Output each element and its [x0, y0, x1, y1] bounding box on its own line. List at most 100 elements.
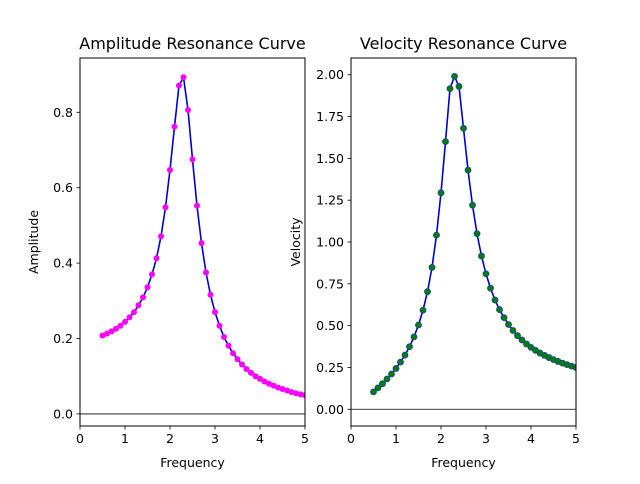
- velocity-data-point: [455, 83, 463, 90]
- amplitude-x-tick-label: 0: [76, 431, 84, 446]
- velocity-y-tick-label: 2.00: [316, 67, 344, 82]
- amplitude-data-point: [113, 325, 119, 332]
- amplitude-data-point: [279, 386, 286, 393]
- amplitude-x-tick-label: 1: [121, 431, 129, 446]
- velocity-x-axis-label: Frequency: [431, 455, 496, 470]
- amplitude-data-point: [99, 332, 106, 339]
- velocity-data-point: [379, 380, 386, 388]
- amplitude-data-point: [171, 123, 178, 130]
- amplitude-panel: 0 1 2 3 4 5 0.0 0.2 0.4 0.6 0.8 Amplitude Resonance…: [26, 34, 309, 470]
- velocity-y-tick-label: 0.75: [316, 276, 344, 291]
- velocity-y-tick-label: 0.50: [316, 318, 344, 333]
- amplitude-y-tick-label: 0.4: [53, 256, 73, 271]
- amplitude-x-tick-label: 5: [301, 431, 309, 446]
- amplitude-data-point: [126, 314, 133, 321]
- velocity-data-point: [388, 370, 395, 378]
- velocity-data-point: [419, 306, 427, 314]
- velocity-data-point: [464, 166, 472, 174]
- amplitude-data-point: [243, 366, 250, 373]
- amplitude-axes-frame: [79, 57, 306, 427]
- amplitude-data-point: [185, 107, 191, 114]
- velocity-data-point: [406, 343, 413, 351]
- velocity-data-point: [374, 384, 382, 392]
- velocity-panel: 0 1 2 3 4 5 0.00 0.25 0.50 0.75 1.00 1.25 1.50 1.75 2.…: [288, 34, 580, 470]
- velocity-x-tick-label: 0: [347, 431, 355, 446]
- velocity-data-point: [505, 321, 512, 328]
- amplitude-data-point: [302, 392, 305, 399]
- amplitude-data-point: [158, 233, 164, 240]
- velocity-data-point: [523, 340, 530, 348]
- amplitude-y-axis-label: Amplitude: [26, 210, 41, 274]
- amplitude-data-point: [153, 255, 160, 262]
- velocity-data-point: [518, 336, 526, 344]
- velocity-data-point: [500, 314, 508, 322]
- velocity-plot-area: [370, 73, 576, 396]
- amplitude-x-tick-label: 4: [256, 431, 264, 446]
- amplitude-x-tick-label: 3: [211, 431, 219, 446]
- amplitude-chart-title: Amplitude Resonance Curve: [79, 34, 305, 53]
- amplitude-data-point: [221, 334, 227, 341]
- amplitude-y-tick-label: 0.6: [53, 180, 73, 195]
- velocity-data-point: [392, 365, 400, 372]
- velocity-data-point: [433, 231, 440, 239]
- amplitude-data-point: [104, 330, 110, 337]
- amplitude-plot-area: [99, 74, 305, 399]
- velocity-data-point: [496, 306, 503, 313]
- amplitude-data-point: [131, 309, 137, 316]
- amplitude-x-tick-label: 2: [166, 431, 174, 446]
- amplitude-data-point: [162, 204, 169, 211]
- velocity-data-point: [442, 138, 449, 146]
- velocity-data-point: [370, 388, 377, 396]
- velocity-data-point: [446, 85, 454, 93]
- amplitude-data-point: [257, 375, 263, 382]
- velocity-data-point: [514, 332, 521, 340]
- velocity-data-point: [509, 327, 517, 334]
- amplitude-data-point: [144, 284, 151, 291]
- velocity-data-point: [487, 284, 494, 292]
- amplitude-data-point: [230, 350, 236, 357]
- amplitude-y-tick-label: 0.2: [53, 331, 73, 346]
- amplitude-data-point: [225, 342, 232, 349]
- amplitude-data-point: [234, 356, 241, 363]
- amplitude-data-point: [261, 378, 268, 385]
- amplitude-data-point: [239, 361, 245, 368]
- velocity-x-tick-label: 1: [392, 431, 400, 446]
- amplitude-data-point: [149, 271, 155, 278]
- amplitude-data-point: [252, 373, 259, 380]
- amplitude-data-point: [266, 380, 272, 387]
- velocity-data-point: [397, 358, 404, 366]
- amplitude-data-point: [275, 384, 281, 391]
- velocity-data-point: [451, 73, 458, 80]
- velocity-y-tick-label: 1.75: [316, 109, 344, 124]
- velocity-y-axis-label: Velocity: [288, 217, 303, 267]
- velocity-y-tick-label: 0.00: [316, 402, 344, 417]
- velocity-data-point: [415, 321, 422, 329]
- amplitude-data-point: [270, 382, 277, 389]
- velocity-x-tick-label: 5: [572, 431, 580, 446]
- amplitude-x-axis-label: Frequency: [160, 455, 225, 470]
- velocity-data-point: [437, 189, 445, 197]
- amplitude-data-point: [108, 328, 115, 335]
- velocity-x-tick-label: 3: [482, 431, 490, 446]
- amplitude-data-point: [216, 322, 223, 329]
- velocity-data-point: [460, 124, 467, 132]
- amplitude-data-point: [248, 369, 254, 376]
- amplitude-data-point: [180, 74, 187, 81]
- amplitude-data-point: [122, 318, 128, 325]
- velocity-y-tick-label: 1.50: [316, 151, 344, 166]
- velocity-data-point: [401, 351, 409, 359]
- amplitude-data-point: [203, 269, 209, 276]
- amplitude-data-point: [288, 389, 295, 396]
- amplitude-data-point: [176, 82, 182, 89]
- amplitude-data-point: [140, 294, 146, 301]
- amplitude-data-point: [194, 202, 200, 209]
- amplitude-data-point: [212, 309, 218, 316]
- velocity-y-tick-label: 0.25: [316, 360, 344, 375]
- velocity-data-point: [424, 288, 431, 296]
- velocity-y-tick-label: 1.00: [316, 235, 344, 250]
- amplitude-data-point: [284, 387, 290, 394]
- velocity-x-tick-label: 4: [527, 431, 535, 446]
